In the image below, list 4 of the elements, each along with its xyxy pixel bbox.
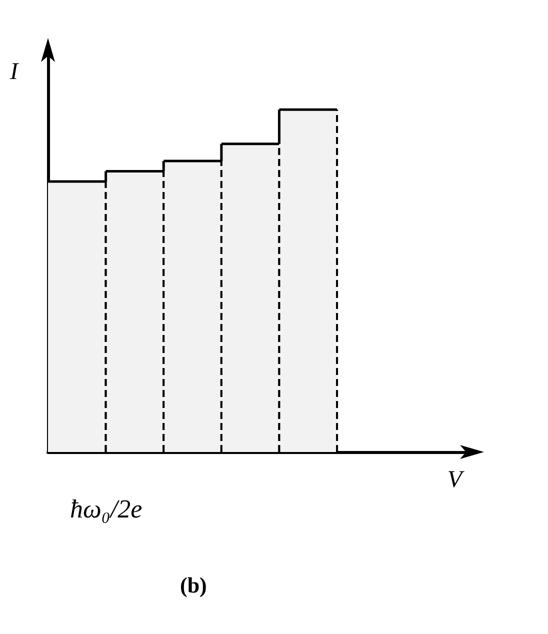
y-axis-title: I (9, 59, 19, 85)
x-axis-title: V (447, 467, 464, 493)
text: (b) (180, 572, 207, 598)
text: ħω₀/2e (70, 494, 142, 524)
